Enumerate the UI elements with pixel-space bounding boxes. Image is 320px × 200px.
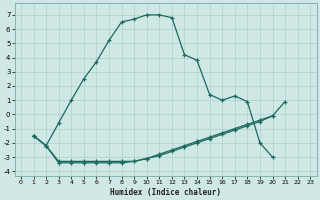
X-axis label: Humidex (Indice chaleur): Humidex (Indice chaleur) [110, 188, 221, 197]
